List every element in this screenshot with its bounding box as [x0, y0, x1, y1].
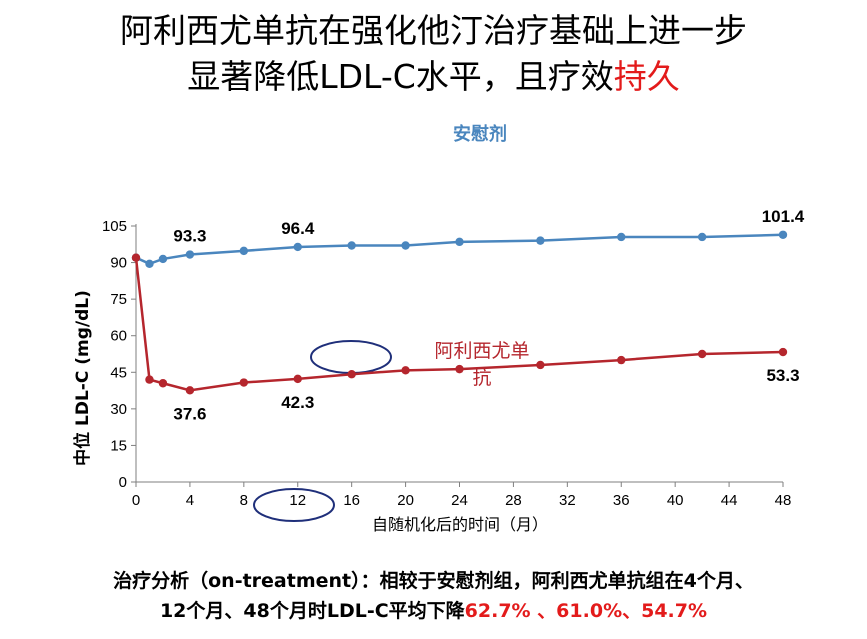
series-layer [131, 230, 788, 395]
alirocumab-value-label: 53.3 [766, 366, 799, 385]
alirocumab-point [617, 355, 626, 365]
alirocumab-point [145, 375, 154, 384]
x-axis-label: 自随机化后的时间（月） [372, 515, 548, 534]
x-tick-label: 4 [186, 492, 194, 509]
y-tick-label: 15 [110, 437, 127, 454]
alirocumab-series-label-line1: 阿利西尤单 [434, 340, 529, 362]
y-axis-label: 中位 LDL-C (mg/dL) [72, 290, 93, 466]
slide-title: 阿利西尤单抗在强化他汀治疗基础上进一步 显著降低LDL-C水平，且疗效持久 [0, 8, 867, 100]
alirocumab-point [347, 370, 356, 379]
alirocumab-value-label: 37.6 [173, 404, 206, 423]
x-tick-label: 12 [289, 492, 306, 509]
highlight-circle-16-months [310, 340, 392, 374]
placebo-point [778, 230, 788, 239]
y-tick-label: 30 [110, 401, 127, 418]
x-tick-label: 36 [613, 492, 630, 509]
bottom-note-line-2-percentages: 62.7% 、61.0%、54.7% [464, 600, 708, 622]
x-tick-label: 0 [132, 492, 140, 509]
placebo-point [185, 250, 195, 259]
x-tick-label: 16 [343, 492, 360, 509]
placebo-value-label: 101.4 [762, 207, 805, 226]
placebo-point [145, 259, 154, 268]
title-line-1: 阿利西尤单抗在强化他汀治疗基础上进一步 [120, 11, 747, 50]
placebo-point [536, 236, 545, 245]
highlight-circle-12-month-tick [253, 488, 335, 522]
alirocumab-point [401, 366, 410, 375]
placebo-point [697, 232, 707, 242]
placebo-point [401, 241, 410, 250]
alirocumab-point [158, 379, 168, 388]
highlight-circles [253, 340, 392, 522]
bottom-note: 治疗分析（on-treatment）：相较于安慰剂组，阿利西尤单抗组在4个月、 … [0, 566, 867, 626]
alirocumab-point [293, 374, 302, 384]
y-tick-label: 60 [110, 328, 127, 345]
y-tick-label: 0 [119, 474, 127, 491]
placebo-point [158, 254, 168, 264]
alirocumab-point [239, 378, 249, 387]
placebo-value-label: 96.4 [281, 219, 315, 238]
x-tick-label: 48 [775, 492, 792, 509]
y-tick-label: 105 [102, 218, 127, 235]
x-tick-label: 24 [451, 492, 468, 509]
alirocumab-point [131, 253, 141, 262]
title-line-2: 显著降低LDL-C水平，且疗效持久 [0, 54, 867, 100]
x-tick-label: 28 [505, 492, 522, 509]
alirocumab-value-label: 42.3 [281, 393, 314, 412]
x-tick-label: 40 [667, 492, 684, 509]
alirocumab-point [185, 386, 195, 395]
alirocumab-series-label-line2: 抗 [472, 367, 491, 389]
alirocumab-point [697, 349, 707, 359]
alirocumab-point [536, 360, 545, 370]
x-tick-label: 20 [397, 492, 414, 509]
title-line-2-main: 显著降低LDL-C水平，且疗效 [187, 57, 614, 96]
title-line-2-accent: 持久 [613, 57, 680, 96]
placebo-point [455, 237, 464, 247]
placebo-point [293, 242, 302, 252]
bottom-note-line-2: 12个月、48个月时LDL-C平均下降62.7% 、61.0%、54.7% [0, 596, 867, 626]
data-labels: 93.3 96.4 101.4 37.6 42.3 53.3 [173, 207, 804, 424]
alirocumab-point [455, 364, 464, 374]
x-tick-label: 8 [240, 492, 248, 509]
placebo-point [617, 232, 626, 242]
placebo-point [347, 241, 356, 250]
x-tick-label: 44 [721, 492, 738, 509]
y-tick-label: 90 [110, 255, 127, 272]
placebo-point [239, 246, 249, 256]
placebo-value-label: 93.3 [173, 227, 206, 246]
alirocumab-point [778, 347, 788, 357]
placebo-series-label: 安慰剂 [453, 123, 507, 145]
bottom-note-line-2-main: 12个月、48个月时LDL-C平均下降 [159, 600, 465, 622]
y-tick-label: 45 [110, 364, 127, 381]
bottom-note-line-1: 治疗分析（on-treatment）：相较于安慰剂组，阿利西尤单抗组在4个月、 [113, 570, 754, 592]
x-tick-label: 32 [559, 492, 576, 509]
y-tick-label: 75 [110, 291, 127, 308]
